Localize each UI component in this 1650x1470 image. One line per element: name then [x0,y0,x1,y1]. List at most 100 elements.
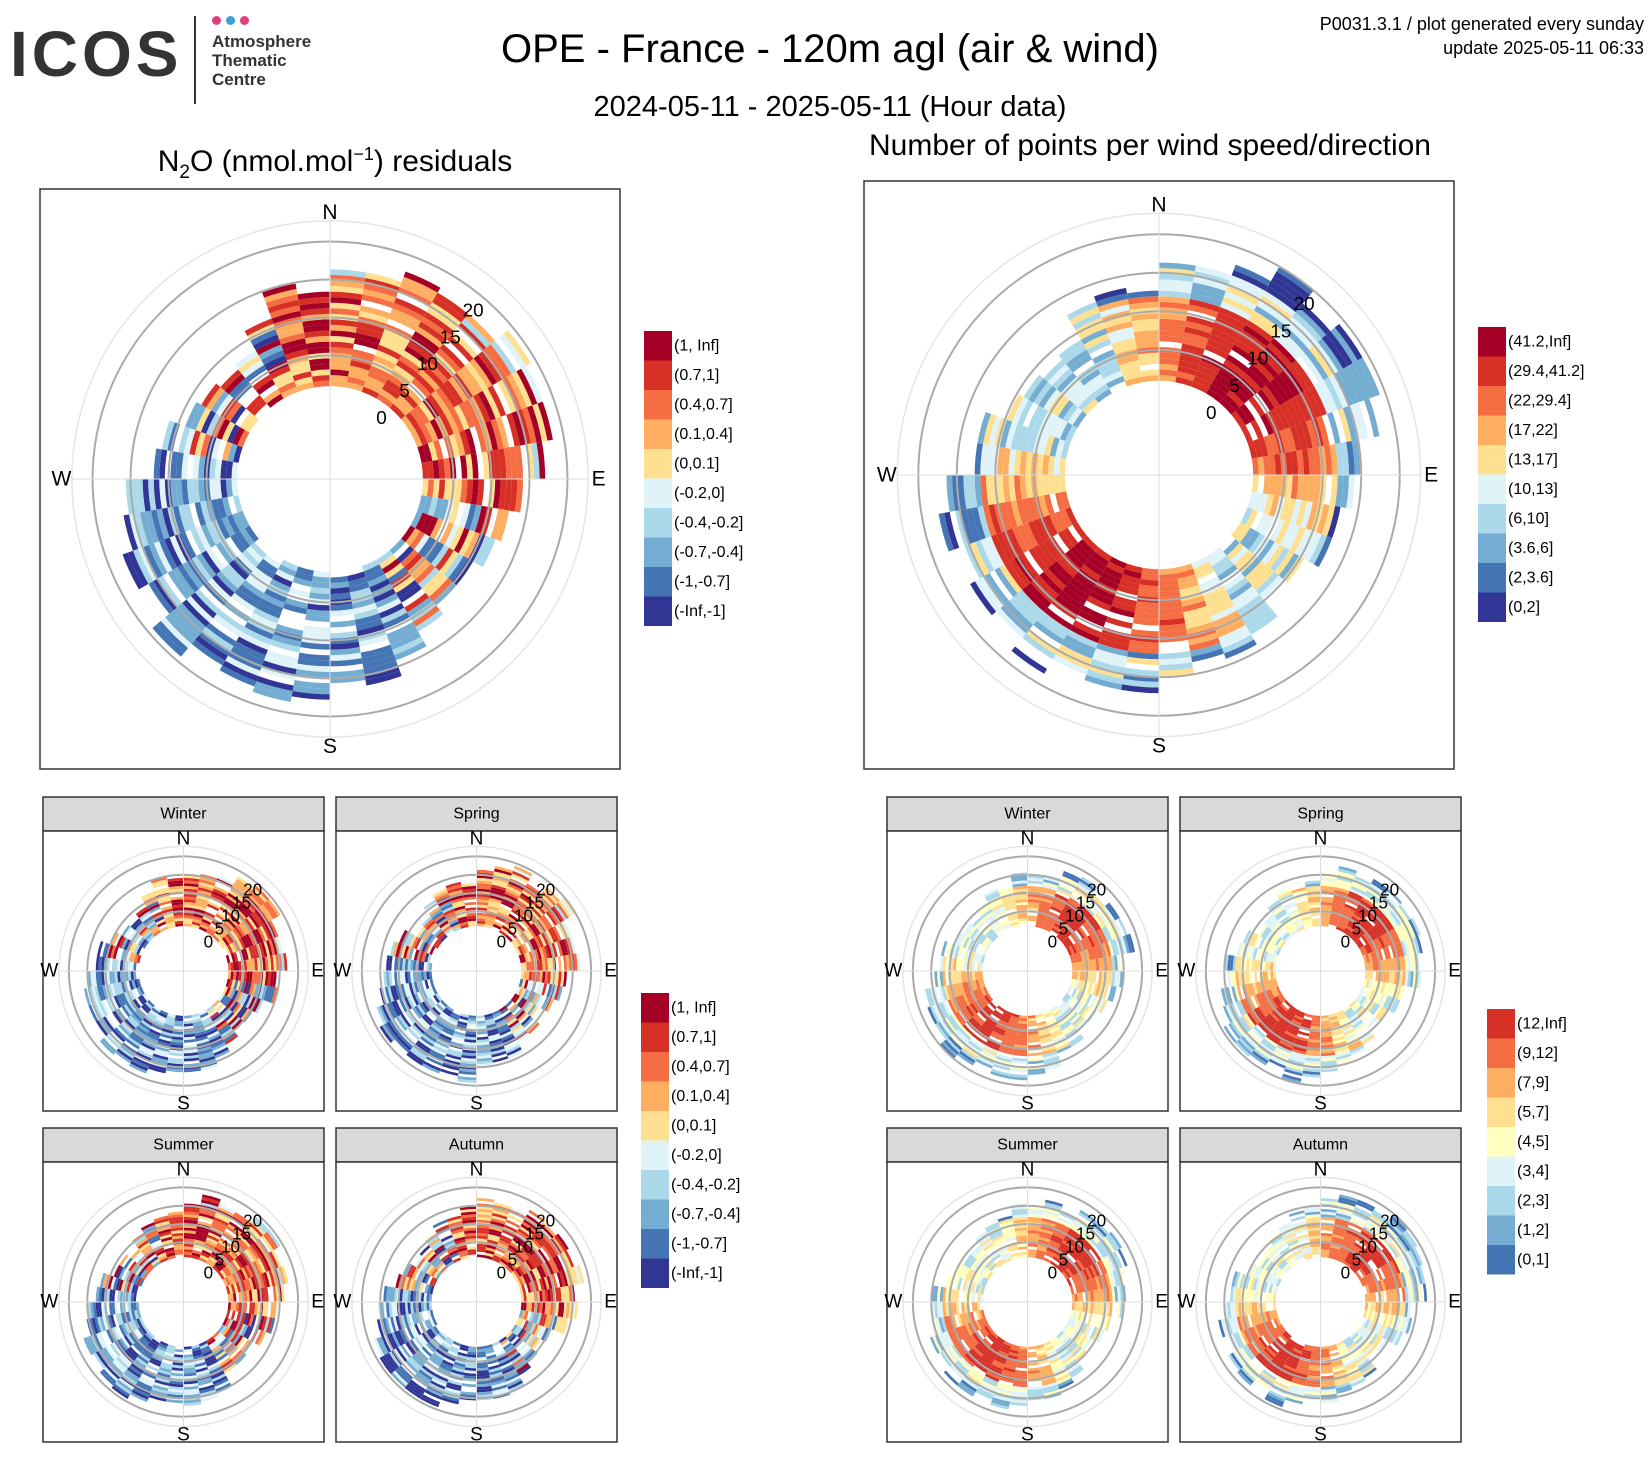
heat-cell [505,1044,521,1054]
heat-cell [1320,877,1337,882]
heat-cell [152,624,185,657]
heat-cell [491,1050,507,1058]
heat-cell [981,996,990,1006]
heat-cell [140,1005,150,1014]
heat-cell [531,1337,541,1350]
heat-cell [173,1246,184,1250]
heat-cell [330,286,364,295]
heat-cell [1259,575,1283,599]
heat-cell [1097,576,1120,590]
heat-cell [148,1237,161,1245]
heat-cell [247,996,256,1010]
heat-cell [1191,648,1224,663]
heat-cell [977,904,991,915]
heat-cell [511,908,523,919]
heat-cell [211,1373,227,1382]
heat-cell [148,479,157,511]
heat-cell [435,1040,450,1049]
heat-cell [512,1025,525,1036]
heat-cell [969,960,973,971]
heat-cell [195,525,212,551]
heat-cell [1307,475,1316,503]
heat-cell [562,955,567,971]
facet-strip [42,1127,325,1163]
heat-cell [1159,601,1183,609]
heat-cell [476,888,491,893]
heat-cell [1127,645,1159,654]
heat-cell [1226,542,1245,561]
heat-cell [1195,370,1215,384]
heat-cell [241,549,260,568]
heat-cell [1039,903,1052,909]
heat-cell [1371,926,1381,938]
heat-cell [168,1385,184,1390]
heat-cell [140,928,150,937]
legend-label: (41.2,Inf] [1508,333,1571,350]
heat-cell [1044,435,1055,456]
heat-cell [1193,375,1212,389]
heat-cell [387,374,408,391]
heat-cell [521,407,537,444]
heat-cell [384,1353,397,1371]
heat-cell [963,923,973,936]
heat-cell [977,1027,991,1038]
heat-cell [1076,971,1081,981]
heat-cell [391,1001,401,1017]
heat-cell [142,1324,150,1333]
heat-cell [418,401,435,422]
heat-cell [464,1232,477,1237]
heat-cell [1051,903,1064,912]
heat-cell [553,985,561,1001]
heat-cell [531,903,544,917]
heat-cell [457,1020,468,1026]
heat-cell [519,894,533,906]
heat-cell [1206,388,1224,403]
heat-cell [199,1207,217,1215]
heat-cell [1363,933,1371,944]
heat-cell [264,1254,274,1271]
heat-cell [1340,475,1350,508]
heat-cell [536,948,542,960]
heat-cell [151,879,168,886]
heat-cell [149,925,159,933]
compass-e-label: E [1424,464,1438,487]
heat-cell [140,1269,148,1279]
heat-cell [154,887,170,894]
heat-cell [1337,921,1347,928]
heat-cell [257,927,267,942]
heat-cell [159,1033,172,1039]
heat-cell [426,944,434,954]
heat-cell [529,1005,539,1018]
heat-cell [118,1023,131,1037]
heat-cell [1311,1020,1321,1024]
heat-cell [421,990,429,1001]
heat-cell [1274,374,1295,400]
heat-cell [1320,1044,1334,1049]
heat-cell [279,332,306,345]
heat-cell [388,313,419,332]
heat-cell [1041,889,1056,897]
heat-cell [240,1267,249,1280]
heat-cell [573,1302,578,1320]
radial-tick-label: 0 [204,1263,214,1282]
heat-cell [142,1246,154,1256]
heat-cell [1035,1013,1044,1018]
heat-cell [466,1356,477,1361]
heat-cell [1248,533,1265,554]
heat-cell [1354,875,1372,886]
heat-cell [1305,1054,1321,1059]
heat-cell [980,978,986,988]
heat-cell [1075,1018,1087,1031]
heat-cell [522,1348,534,1359]
heat-cell [426,1264,434,1275]
heat-cell [444,1242,456,1250]
heat-cell [476,880,493,885]
heat-cell [1096,998,1105,1013]
heat-cell [431,1337,441,1347]
heat-cell [294,571,313,582]
heat-cell [451,923,461,930]
heat-cell [183,885,199,890]
heat-cell [476,1380,491,1385]
heat-cell [248,1277,255,1291]
heat-cell [1320,907,1332,911]
